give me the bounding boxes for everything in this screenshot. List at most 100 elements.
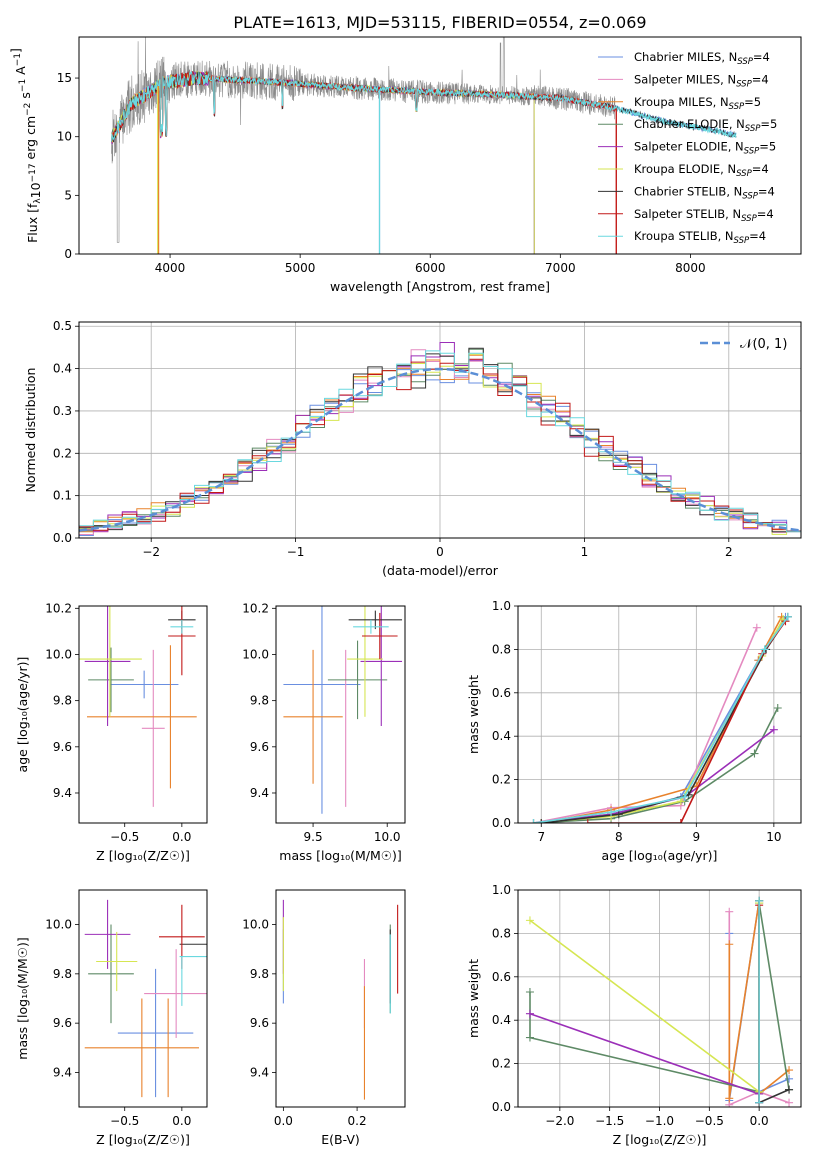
legend-tail: =5	[760, 117, 777, 131]
y-label-part: λ	[33, 198, 43, 204]
x-tick-label: 0.0	[750, 1114, 769, 1128]
x-axis-label: (data-model)/error	[382, 563, 499, 578]
x-tick-label: 7	[537, 830, 545, 844]
x-axis-label: Z [log₁₀(Z/Z☉)]	[613, 1132, 707, 1147]
legend-sub: SSP	[742, 191, 758, 201]
axes-frame	[78, 889, 208, 1108]
axes-frame	[78, 36, 802, 255]
mass-weight-marker-kroupa_miles	[725, 940, 734, 949]
mass-weight-marker-kroupa_stelib	[755, 896, 764, 905]
panel-spectrum: 4000 5000 6000 7000 8000 0 5 10 15 wavelength [An…	[8, 36, 802, 294]
legend-label-kroupa_elodie: Kroupa ELODIE, NSSP=4	[634, 162, 769, 179]
legend-sub: SSP	[744, 147, 760, 157]
legend-label-chabrier_elodie: Chabrier ELODIE, NSSP=5	[634, 117, 777, 134]
plot-area	[84, 899, 207, 1098]
y-tick-label: 9.8	[250, 694, 269, 708]
legend-tail: =4	[758, 184, 775, 198]
y-tick-label: 9.6	[53, 740, 72, 754]
x-axis-label: Z [log₁₀(Z/Z☉)]	[96, 1132, 190, 1147]
mass-weight-marker-kroupa_miles	[725, 1094, 734, 1103]
x-tick-label: 6000	[415, 261, 446, 275]
mass-weight-marker-salpeter_miles	[725, 907, 734, 916]
y-label-part: A	[13, 66, 28, 79]
y-tick-label: 15	[57, 71, 72, 85]
plot-area	[525, 896, 794, 1107]
y-tick-label: 10.2	[242, 601, 269, 615]
y-tick-label: 0	[64, 247, 72, 261]
y-tick-label: 10.0	[242, 918, 269, 932]
legend-sub: SSP	[729, 102, 745, 112]
x-tick-label: 0.0	[172, 830, 191, 844]
y-tick-label: 0.6	[492, 970, 511, 984]
y-tick-label: 0.8	[492, 642, 511, 656]
x-tick-label: 10.0	[374, 830, 401, 844]
y-tick-label: 9.8	[53, 694, 72, 708]
mass-weight-marker-kroupa_stelib	[680, 792, 689, 801]
y-tick-label: 10.0	[45, 918, 72, 932]
y-tick-label: 5	[64, 188, 72, 202]
legend-sub: SSP	[734, 236, 750, 246]
y-tick-label: 9.4	[250, 1065, 269, 1079]
mass-weight-marker-salpeter_miles	[752, 623, 761, 632]
mass-weight-marker-kroupa_elodie	[676, 797, 685, 806]
axes-frame	[78, 605, 208, 824]
y-axis-label: Flux [fλ10−17 erg cm−2 s−1 A−1]	[8, 48, 43, 243]
x-tick-label: −0.5	[110, 1114, 139, 1128]
legend-text: Chabrier STELIB, N	[634, 184, 742, 198]
x-tick-label: 9	[693, 830, 701, 844]
legend-label-chabrier_miles: Chabrier MILES, NSSP=4	[634, 50, 770, 67]
y-axis-label: mass [log₁₀(M/M☉)]	[15, 937, 30, 1059]
mass-weight-marker-chabrier_elodie	[525, 1033, 534, 1042]
x-tick-label: 9.5	[304, 830, 323, 844]
plot-area	[283, 606, 403, 814]
y-tick-label: 0.0	[53, 531, 72, 545]
y-tick-label: 0.2	[53, 446, 72, 460]
x-axis-label: Z [log₁₀(Z/Z☉)]	[96, 848, 190, 863]
y-tick-label: 9.4	[53, 1065, 72, 1079]
x-axis-label: age [log₁₀(age/yr)]	[602, 848, 718, 863]
plot-area	[79, 342, 801, 537]
panel-massweight-vs-Z: −2.0 −1.5 −1.0 −0.5 0.0 0.0 0.2 0.4 0.6 0.8 1.0 Z […	[466, 883, 802, 1147]
mass-weight-marker-chabrier_elodie	[525, 987, 534, 996]
gaussian-curve	[79, 367, 801, 532]
axes-frame	[275, 889, 406, 1108]
y-tick-label: 1.0	[492, 883, 511, 897]
y-tick-label: 0.5	[53, 319, 72, 333]
legend-sub: SSP	[741, 214, 757, 224]
x-tick-label: 5000	[285, 261, 316, 275]
y-label-part: −1	[18, 79, 28, 92]
y-tick-label: 9.4	[53, 786, 72, 800]
x-tick-label: −1.5	[595, 1114, 624, 1128]
legend-tail: =4	[749, 229, 766, 243]
mass-weight-marker-chabrier_elodie	[773, 703, 782, 712]
y-tick-label: 0.4	[53, 362, 72, 376]
x-axis-label: wavelength [Angstrom, rest frame]	[330, 279, 550, 294]
y-tick-label: 10	[57, 130, 72, 144]
mass-weight-marker-salpeter_elodie	[525, 1009, 534, 1018]
y-label-part: s	[18, 92, 33, 103]
legend-label-kroupa_miles: Kroupa MILES, NSSP=5	[634, 95, 761, 112]
legend-text: Salpeter ELODIE, N	[634, 140, 744, 154]
x-tick-label: 0	[436, 545, 444, 559]
legend-sub: SSP	[745, 124, 761, 134]
x-tick-label: 7000	[545, 261, 576, 275]
figure-title: PLATE=1613, MJD=53115, FIBERID=0554, z=0…	[233, 13, 646, 32]
y-axis-label: Normed distribution	[23, 368, 38, 493]
x-tick-label: 0.2	[348, 1114, 367, 1128]
axes-frame	[517, 605, 802, 824]
legend-sub: SSP	[736, 79, 752, 89]
legend-gaussian-label: 𝒩(0, 1)	[740, 337, 787, 352]
x-tick-label: 0.0	[172, 1114, 191, 1128]
x-tick-label: −0.5	[695, 1114, 724, 1128]
panel-massweight-vs-age: 7 8 9 10 0.0 0.2 0.4 0.6 0.8 1.0 age [log₁₀(age/yr…	[466, 599, 802, 863]
x-tick-label: 1	[581, 545, 589, 559]
legend-text: Salpeter STELIB, N	[634, 207, 741, 221]
x-tick-label: 2	[725, 545, 733, 559]
plot-area	[79, 606, 197, 807]
legend-tail: =4	[752, 72, 769, 86]
y-label-part: −17	[28, 163, 38, 182]
y-tick-label: 9.6	[250, 1016, 269, 1030]
legend-tail: =4	[753, 50, 770, 64]
panel-mass-vs-EBV: 0.0 0.2 9.4 9.6 9.8 10.0 E(B-V)	[242, 889, 406, 1147]
